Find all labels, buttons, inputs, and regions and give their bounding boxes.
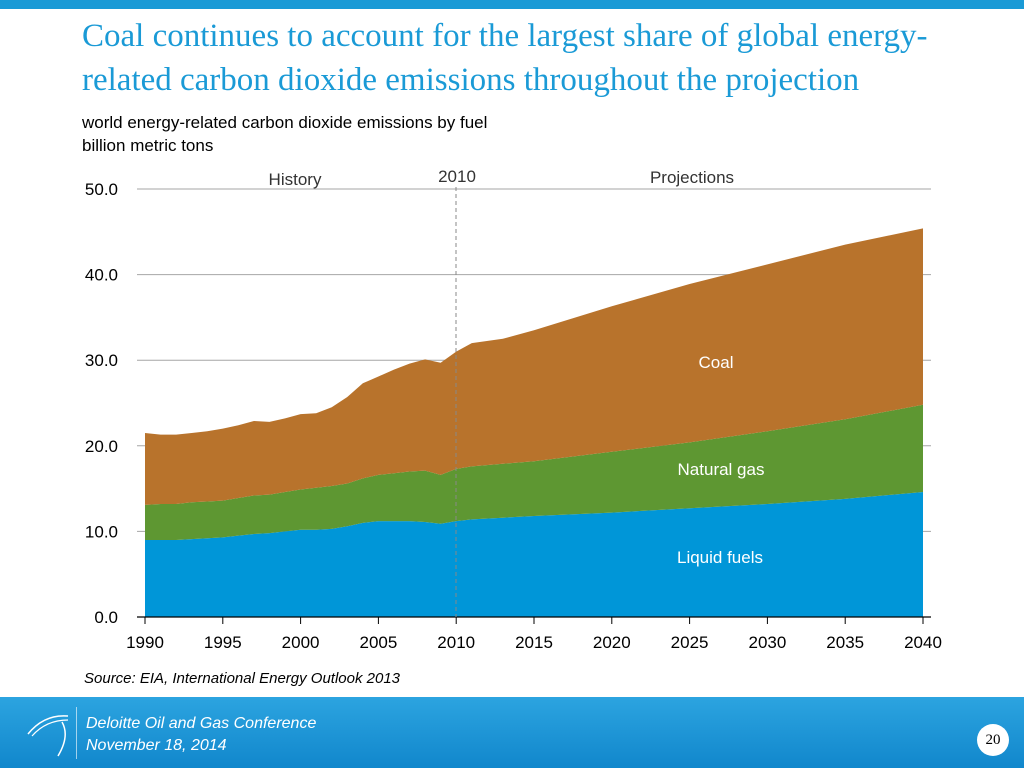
projections-label: Projections xyxy=(650,168,734,187)
slide-title: Coal continues to account for the larges… xyxy=(82,14,982,102)
stacked-area-chart: 0.0 10.0 20.0 30.0 40.0 50.0 1990 1995 2000 2005 2… xyxy=(85,167,942,652)
x-tick-label: 2030 xyxy=(748,633,786,652)
gas-area-label: Natural gas xyxy=(678,460,765,479)
event-date: November 18, 2014 xyxy=(86,737,227,754)
y-axis-label: billion metric tons xyxy=(82,136,214,155)
liquids-area-label: Liquid fuels xyxy=(677,548,763,567)
x-tick-label: 1995 xyxy=(204,633,242,652)
y-tick-label: 50.0 xyxy=(85,180,118,199)
divider-year-label: 2010 xyxy=(438,167,476,186)
x-tick-label: 2010 xyxy=(437,633,475,652)
liquid-fuels-area xyxy=(145,492,923,617)
y-tick-label: 10.0 xyxy=(85,522,118,541)
y-tick-label: 40.0 xyxy=(85,266,118,285)
natural-gas-area xyxy=(145,404,923,540)
x-tick-label: 1990 xyxy=(126,633,164,652)
footer-divider xyxy=(76,707,77,759)
coal-area xyxy=(145,228,923,505)
coal-area-label: Coal xyxy=(699,353,734,372)
page-number: 20 xyxy=(977,724,1009,756)
x-tick-label: 2000 xyxy=(282,633,320,652)
top-accent-bar xyxy=(0,0,1024,9)
x-tick-label: 2015 xyxy=(515,633,553,652)
x-tick-label: 2020 xyxy=(593,633,631,652)
y-tick-label: 20.0 xyxy=(85,437,118,456)
y-tick-label: 0.0 xyxy=(94,608,118,627)
chart-title: world energy-related carbon dioxide emis… xyxy=(82,113,488,132)
x-tick-label: 2035 xyxy=(826,633,864,652)
logo-swoosh-icon xyxy=(27,715,69,757)
x-tick-label: 2040 xyxy=(904,633,942,652)
title-line-1: Coal continues to account for the larges… xyxy=(82,18,928,54)
x-tick-label: 2005 xyxy=(359,633,397,652)
event-name: Deloitte Oil and Gas Conference xyxy=(86,715,317,732)
title-line-2: related carbon dioxide emissions through… xyxy=(82,62,860,98)
eia-logo xyxy=(10,712,70,760)
footer-band xyxy=(0,697,1024,768)
source-note: Source: EIA, International Energy Outloo… xyxy=(84,670,401,687)
history-label: History xyxy=(269,170,322,189)
y-tick-label: 30.0 xyxy=(85,351,118,370)
x-tick-label: 2025 xyxy=(671,633,709,652)
